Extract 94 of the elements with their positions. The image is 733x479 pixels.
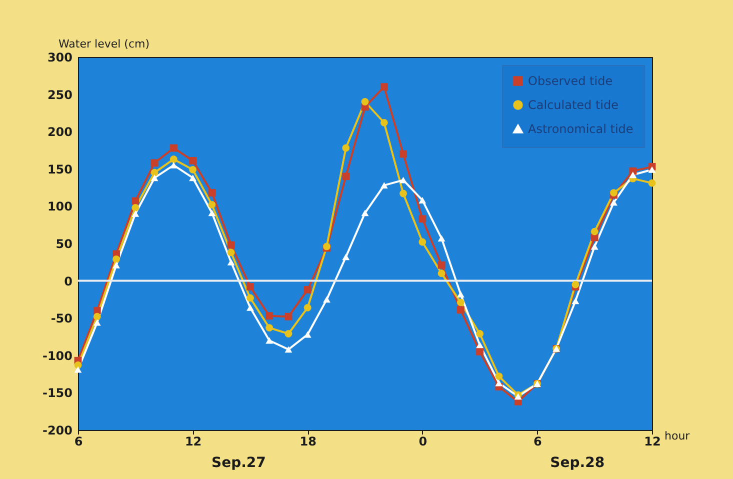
point — [132, 210, 140, 217]
point — [93, 312, 101, 320]
point — [246, 294, 254, 302]
point — [438, 261, 446, 269]
point — [495, 380, 503, 386]
y-tick-label: -100 — [42, 348, 72, 363]
point — [189, 174, 197, 182]
legend-label: Observed tide — [528, 74, 613, 88]
point — [361, 98, 369, 106]
point — [132, 197, 140, 205]
y-tick-label: 0 — [64, 274, 72, 288]
point — [170, 144, 178, 152]
text: Sep.27 — [212, 455, 266, 471]
point — [456, 298, 464, 306]
x-tick-label: 6 — [74, 434, 83, 448]
point — [361, 210, 369, 216]
point — [284, 346, 292, 353]
point — [246, 283, 254, 290]
point — [304, 331, 312, 338]
point — [380, 118, 388, 126]
x-tick-label: 6 — [534, 434, 542, 448]
point — [495, 372, 503, 380]
point — [342, 172, 350, 180]
legend-label: Calculated tide — [528, 98, 619, 112]
point — [400, 190, 407, 198]
point — [227, 241, 235, 249]
y-tick-label: 200 — [47, 125, 72, 140]
point — [266, 337, 274, 344]
point — [304, 304, 312, 312]
point — [476, 348, 484, 356]
point — [648, 166, 656, 173]
point — [189, 156, 197, 164]
y-axis-title: Water level (cm) — [58, 38, 150, 50]
point — [150, 168, 158, 176]
point — [629, 172, 637, 178]
y-tick-label: 50 — [56, 237, 72, 251]
y-tick-label: 250 — [47, 88, 72, 102]
legend-label: Astronomical tide — [528, 122, 634, 136]
point — [418, 197, 426, 204]
point — [150, 174, 158, 182]
y-tick-label: -50 — [50, 312, 72, 326]
point — [476, 342, 484, 348]
point — [189, 166, 197, 174]
y-tick-label: 150 — [47, 162, 72, 176]
point — [112, 255, 120, 263]
y-tick-label: -150 — [42, 386, 72, 400]
point — [590, 243, 598, 250]
point — [456, 306, 464, 314]
point — [304, 286, 312, 294]
point — [208, 189, 216, 196]
point — [648, 179, 656, 187]
point — [170, 162, 178, 168]
y-tick-label: 100 — [47, 200, 72, 214]
point — [227, 258, 235, 266]
point — [132, 204, 140, 212]
point — [610, 189, 618, 196]
point — [572, 280, 580, 288]
y-tick-label: 300 — [47, 50, 72, 64]
point — [590, 228, 598, 236]
point — [438, 270, 446, 278]
point — [342, 254, 350, 260]
point — [323, 296, 330, 303]
point — [418, 238, 426, 246]
x-tick-label: 12 — [184, 434, 202, 448]
x-tick-label: 0 — [418, 434, 428, 448]
point — [380, 182, 388, 189]
point — [170, 156, 178, 163]
point — [227, 248, 235, 256]
point — [74, 366, 82, 373]
point — [400, 176, 407, 184]
x-tick-label: 18 — [300, 434, 316, 448]
point — [284, 312, 292, 320]
point — [418, 215, 426, 223]
y-tick-label: -200 — [42, 424, 72, 438]
point — [150, 159, 158, 167]
point — [284, 330, 292, 338]
point — [208, 210, 216, 216]
point — [342, 144, 350, 152]
point — [112, 262, 120, 268]
point — [246, 304, 254, 311]
point — [208, 201, 216, 208]
text: Sep.28 — [550, 455, 605, 471]
point — [438, 235, 446, 242]
point — [266, 324, 274, 332]
point — [380, 83, 388, 91]
point — [610, 199, 618, 206]
point — [456, 291, 464, 298]
point — [400, 150, 407, 158]
x-axis-title: hour — [664, 430, 690, 442]
point — [266, 312, 274, 320]
point — [572, 298, 580, 304]
point — [93, 319, 101, 326]
point — [476, 330, 484, 338]
x-tick-label: 12 — [644, 434, 661, 448]
